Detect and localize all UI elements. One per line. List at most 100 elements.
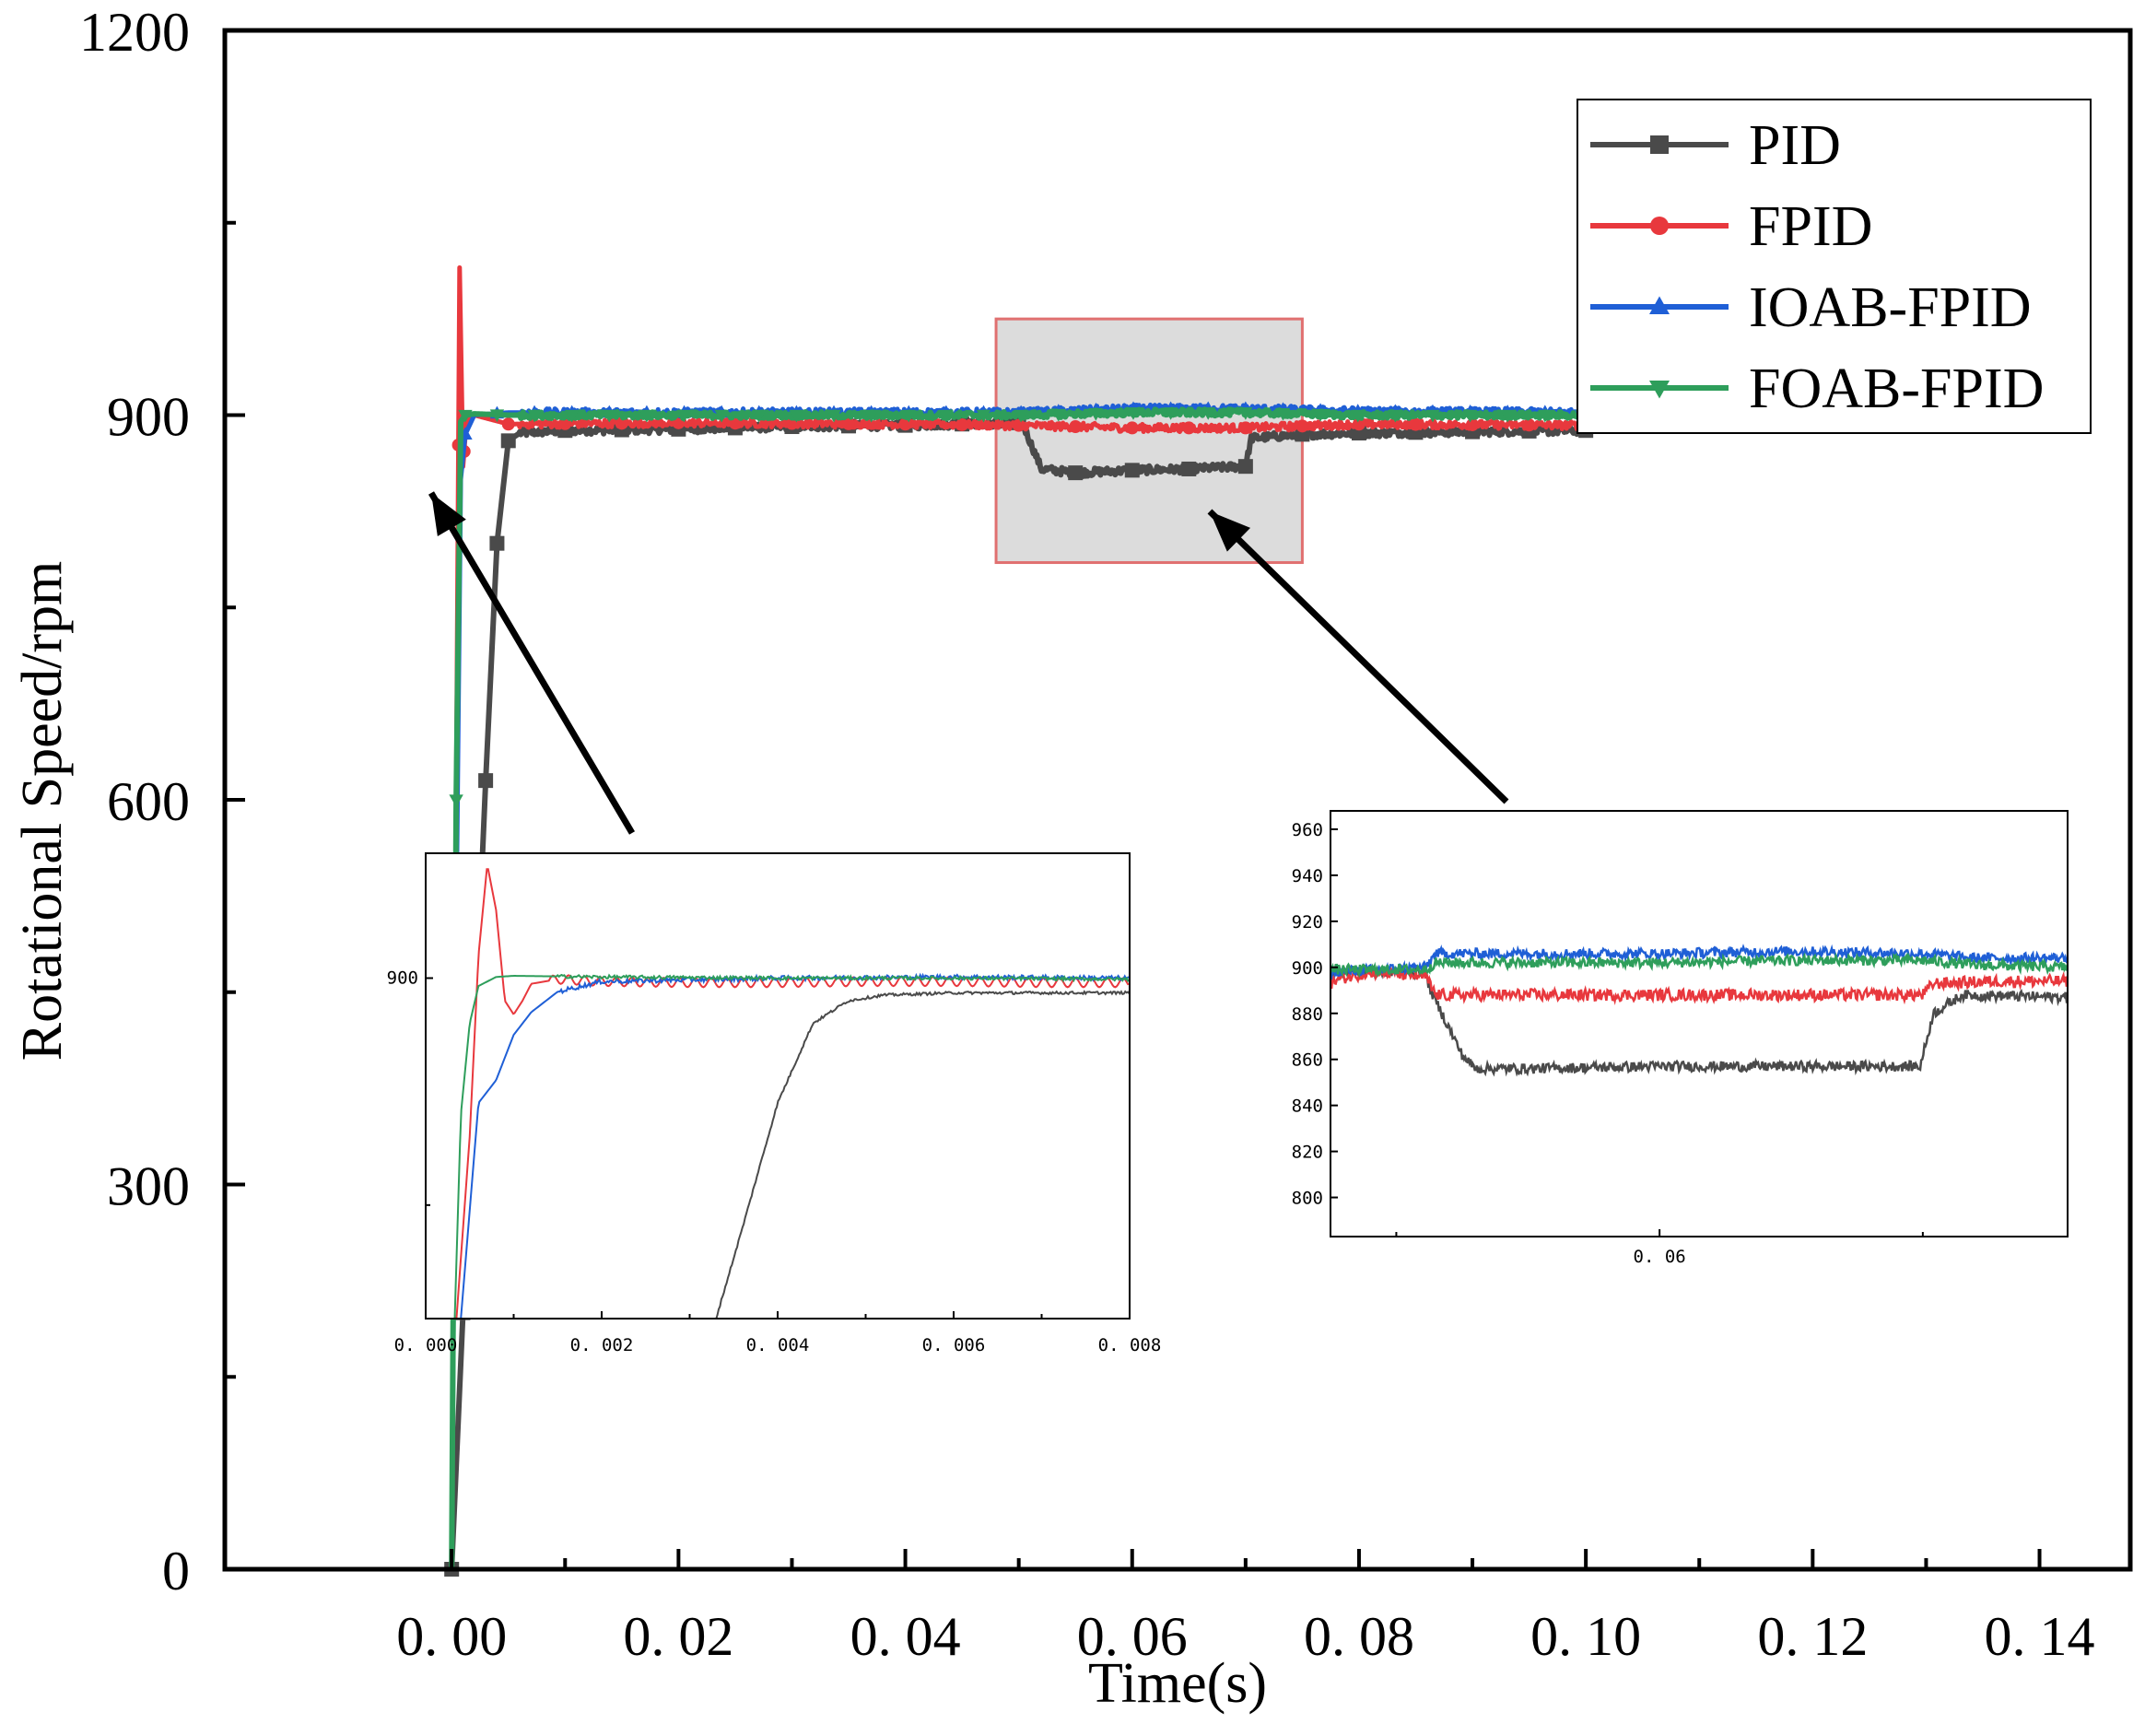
callout-arrows [428,491,1509,835]
data-point [449,794,463,808]
data-point [1522,418,1536,432]
x-tick-label: 0. 02 [623,1606,733,1667]
data-point [1462,409,1478,423]
inset-y-tick-label: 920 [1292,912,1323,933]
data-point [1295,419,1309,433]
legend-label: FOAB-FPID [1749,358,2044,420]
x-tick-label: 0. 10 [1530,1606,1641,1667]
inset-frame [1330,810,2069,1237]
data-point [1051,408,1066,422]
inset-y-tick-label: 900 [387,968,418,988]
legend-marker [1649,381,1670,399]
data-point [955,417,969,431]
data-point [1069,420,1083,434]
inset-series-line-pid [1330,964,2068,1077]
inset-y-tick-label: 880 [1292,1004,1323,1025]
data-point [863,409,879,423]
inset-y-tick-label: 860 [1292,1050,1323,1071]
data-point [1409,417,1423,431]
data-point [489,535,505,551]
inset-x-tick-label: 0. 008 [1098,1335,1162,1355]
data-point [1388,409,1403,423]
inset-y-tick-label: 940 [1292,866,1323,886]
inset-y-tick-label: 800 [1292,1189,1323,1209]
x-tick-label: 0. 04 [850,1606,961,1667]
data-point [1538,409,1553,423]
x-tick-label: 0. 06 [1077,1606,1188,1667]
inset-x-tick-label: 0. 06 [1634,1247,1686,1267]
legend-marker [1650,217,1669,235]
data-point [1126,407,1141,420]
data-point [1182,421,1196,435]
legend-label: FPID [1749,195,1872,258]
x-axis-title: Time(s) [1088,1652,1267,1715]
x-tick-label: 0. 14 [1985,1606,2095,1667]
legend-label: PID [1749,114,1841,177]
data-point [1238,407,1253,420]
main-plot: 0. 00 0. 02 0. 04 0. 06 0. 08 0. 10 0. 12 0. 14… [79,2,2133,1667]
inset-series-line-pid [715,990,1130,1319]
inset-background [426,853,1130,1319]
data-point [1088,408,1104,421]
data-point [1163,407,1178,420]
arrow-head [1210,511,1251,552]
data-point [1238,421,1252,435]
inset-x-tick-label: 0. 004 [746,1335,810,1355]
data-point [752,409,767,423]
inset-y-tick-label: 820 [1292,1143,1323,1163]
data-point [1125,421,1139,435]
legend-marker [1649,296,1670,314]
data-point [458,409,473,423]
data-point [1425,409,1440,423]
inset-x-tick-label: 0. 006 [922,1335,986,1355]
inset-y-tick-label: 840 [1292,1097,1323,1117]
data-point [1466,417,1480,431]
data-point [1124,463,1140,478]
data-point [500,433,516,449]
data-point [1068,465,1084,481]
data-point [501,417,515,431]
inset-y-tick-label: 900 [1292,958,1323,979]
data-point [1014,409,1028,423]
data-point [901,409,916,423]
data-point [1012,418,1026,432]
y-tick-label: 1200 [79,2,190,63]
x-tick-label: 0. 08 [1304,1606,1414,1667]
data-point [564,409,580,423]
y-tick-label: 900 [107,387,190,448]
legend-marker [1650,135,1669,154]
inset-series-line-foab-fpid [1330,952,2068,979]
y-tick-label: 0 [162,1541,190,1601]
inset-background [1330,811,2068,1237]
arrow-shaft [428,491,636,835]
inset-series-line-ioab-fpid [1330,944,2068,980]
inset-x-tick-label: 0. 000 [394,1335,458,1355]
data-point [1313,408,1328,422]
data-point [527,409,542,423]
data-point [615,416,628,430]
inset-series-line-fpid [1330,965,2068,1005]
legend-label: IOAB-FPID [1749,276,2032,339]
data-point [939,409,954,423]
data-point [639,409,654,423]
inset-startup-zoom: 0. 000 0. 002 0. 004 0. 006 0. 008 900 [387,852,1162,1355]
arrow-head [431,493,466,537]
data-point [826,409,841,423]
inset-disturbance-zoom: 0. 06 800 820 840 860 880 900 920 940 960 [1292,810,2069,1267]
x-tick-label: 0. 00 [396,1606,507,1667]
data-point [1275,408,1291,421]
data-point [489,409,505,423]
legend: PID FPID IOAB-FPID FOAB-FPID [1577,99,2092,434]
data-point [714,409,729,423]
data-point [478,773,494,789]
data-point [602,409,616,423]
inset-x-tick-label: 0. 002 [570,1335,634,1355]
y-tick-label: 300 [107,1156,190,1217]
arrow-shaft [1207,509,1509,804]
series-foab-fpid [449,406,1590,1570]
data-point [976,409,991,423]
x-tick-label: 0. 12 [1757,1606,1868,1667]
data-point [789,409,804,423]
data-point [1237,459,1253,475]
